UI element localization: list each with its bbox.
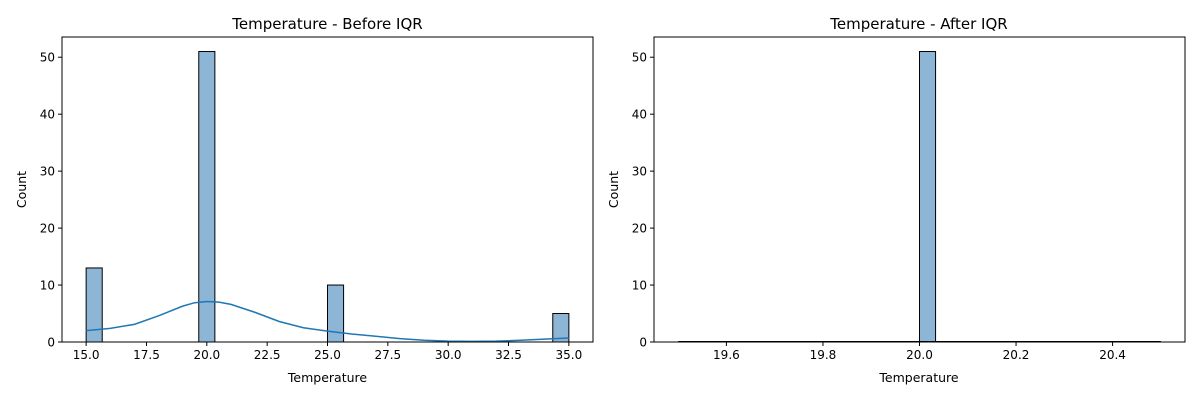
chart-title: Temperature - Before IQR [231,15,422,33]
x-tick-label: 15.0 [73,348,100,362]
y-axis-label: Count [606,171,621,208]
y-tick-label: 10 [40,279,55,293]
x-tick-label: 20.2 [1003,348,1030,362]
x-axis-label: Temperature [287,370,367,385]
y-tick-label: 20 [632,222,647,236]
y-tick-label: 10 [632,279,647,293]
y-tick-label: 0 [639,336,647,350]
x-axis-label: Temperature [878,370,958,385]
y-tick-label: 30 [40,165,55,179]
x-tick-label: 27.5 [374,348,401,362]
y-tick-label: 50 [632,51,647,65]
x-tick-label: 20.0 [906,348,933,362]
y-tick-label: 20 [40,222,55,236]
x-tick-label: 32.5 [495,348,522,362]
x-tick-label: 20.0 [193,348,220,362]
histogram-before-iqr: Temperature - Before IQR Temperature Cou… [14,15,594,385]
y-tick-label: 40 [632,108,647,122]
histogram-after-iqr: Temperature - After IQR Temperature Coun… [606,15,1186,385]
x-tick-label: 19.8 [810,348,837,362]
x-tick-label: 35.0 [556,348,583,362]
kde-curve [86,300,569,343]
y-tick-label: 40 [40,108,55,122]
x-tick-label: 17.5 [133,348,160,362]
histogram-bar [919,51,937,343]
chart-title: Temperature - After IQR [829,15,1007,33]
x-tick-label: 20.4 [1099,348,1126,362]
histogram-bar [198,51,216,343]
x-tick-label: 30.0 [435,348,462,362]
x-tick-label: 22.5 [254,348,281,362]
y-tick-label: 0 [47,336,55,350]
x-tick-label: 19.6 [713,348,740,362]
y-tick-label: 50 [40,51,55,65]
y-axis-label: Count [14,171,29,208]
y-tick-label: 30 [632,165,647,179]
x-tick-label: 25.0 [314,348,341,362]
